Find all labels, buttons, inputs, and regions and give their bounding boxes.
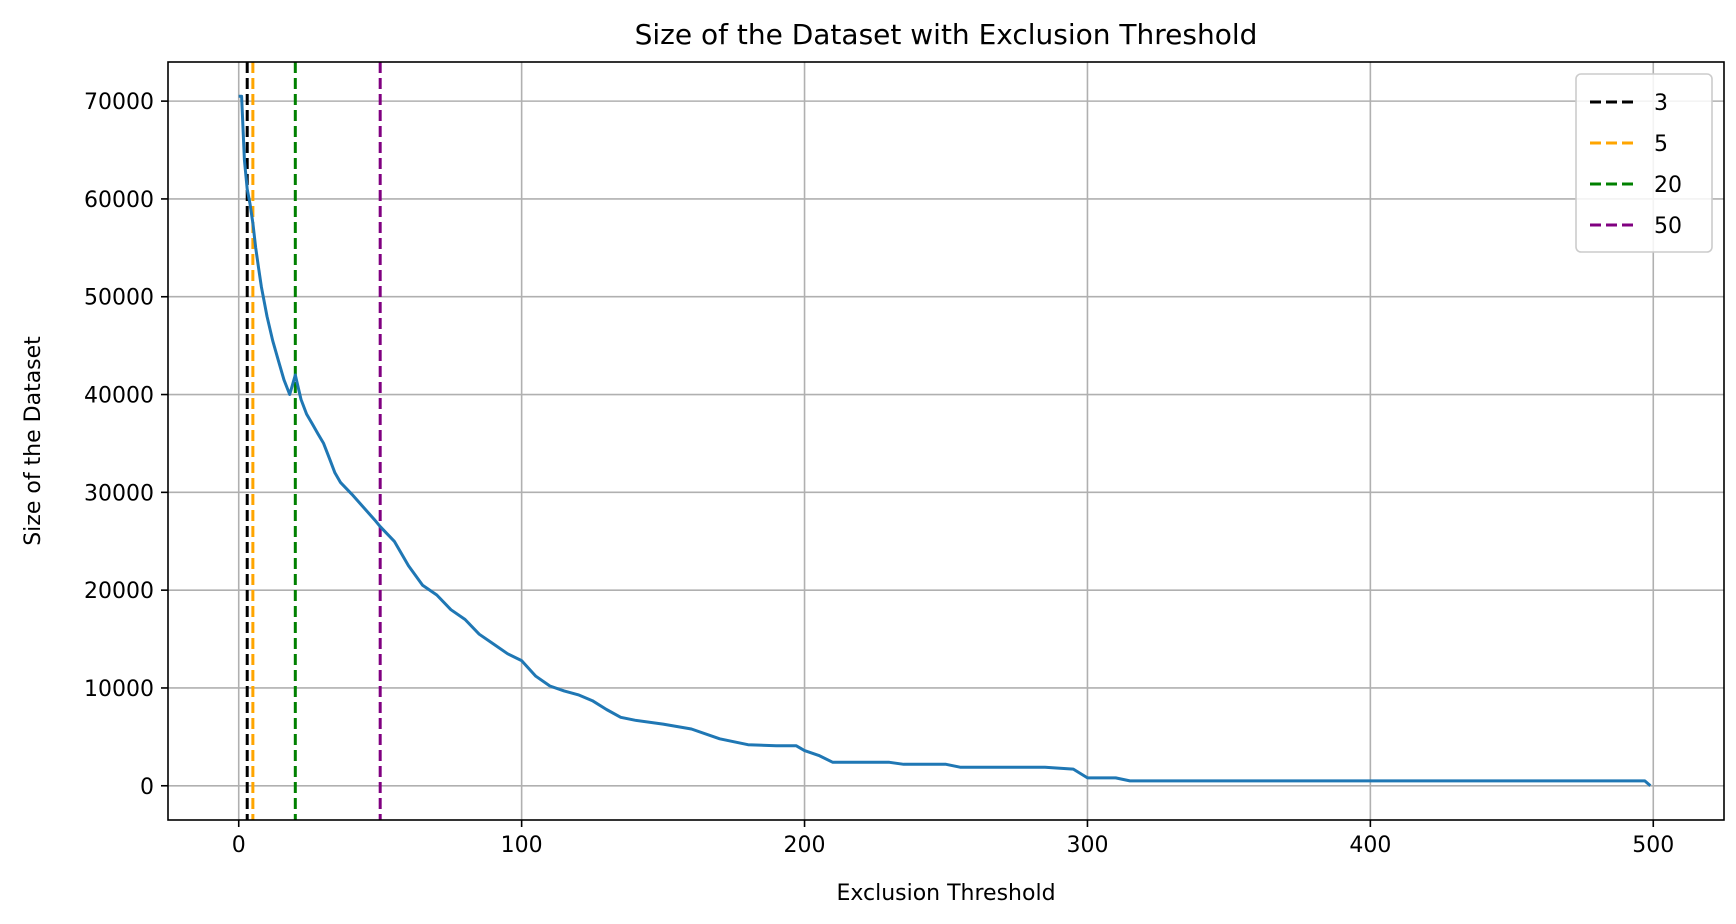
legend-label-5: 5 — [1654, 132, 1668, 157]
series-line-0 — [238, 94, 1652, 787]
legend: 3 5 20 50 — [1575, 73, 1713, 253]
y-tick-label: 50000 — [84, 286, 154, 311]
x-tick-label: 300 — [1066, 833, 1108, 858]
chart-title: Size of the Dataset with Exclusion Thres… — [635, 18, 1258, 51]
legend-label-20: 20 — [1654, 173, 1682, 198]
y-tick-label: 20000 — [84, 579, 154, 604]
y-tick-label: 40000 — [84, 384, 154, 409]
y-tick-label: 0 — [140, 775, 154, 800]
x-axis-title: Exclusion Threshold — [836, 881, 1055, 906]
x-tick-label: 500 — [1632, 833, 1674, 858]
y-axis-title: Size of the Dataset — [21, 336, 46, 546]
series-layer — [238, 94, 1652, 787]
threshold-lines — [245, 62, 382, 820]
y-tick-label: 10000 — [84, 677, 154, 702]
x-tick-label: 200 — [784, 833, 826, 858]
y-tick-label: 60000 — [84, 188, 154, 213]
y-tick-label: 70000 — [84, 90, 154, 115]
x-tick-label: 400 — [1349, 833, 1391, 858]
legend-label-3: 3 — [1654, 91, 1668, 116]
plot-frame — [167, 61, 1725, 821]
axis-ticks: 0 100 200 300 400 500 0 10000 20000 30000 40000 500… — [84, 90, 1674, 858]
legend-box — [1575, 73, 1713, 253]
y-tick-label: 30000 — [84, 481, 154, 506]
x-tick-label: 0 — [232, 833, 246, 858]
x-tick-label: 100 — [501, 833, 543, 858]
legend-label-50: 50 — [1654, 214, 1682, 239]
